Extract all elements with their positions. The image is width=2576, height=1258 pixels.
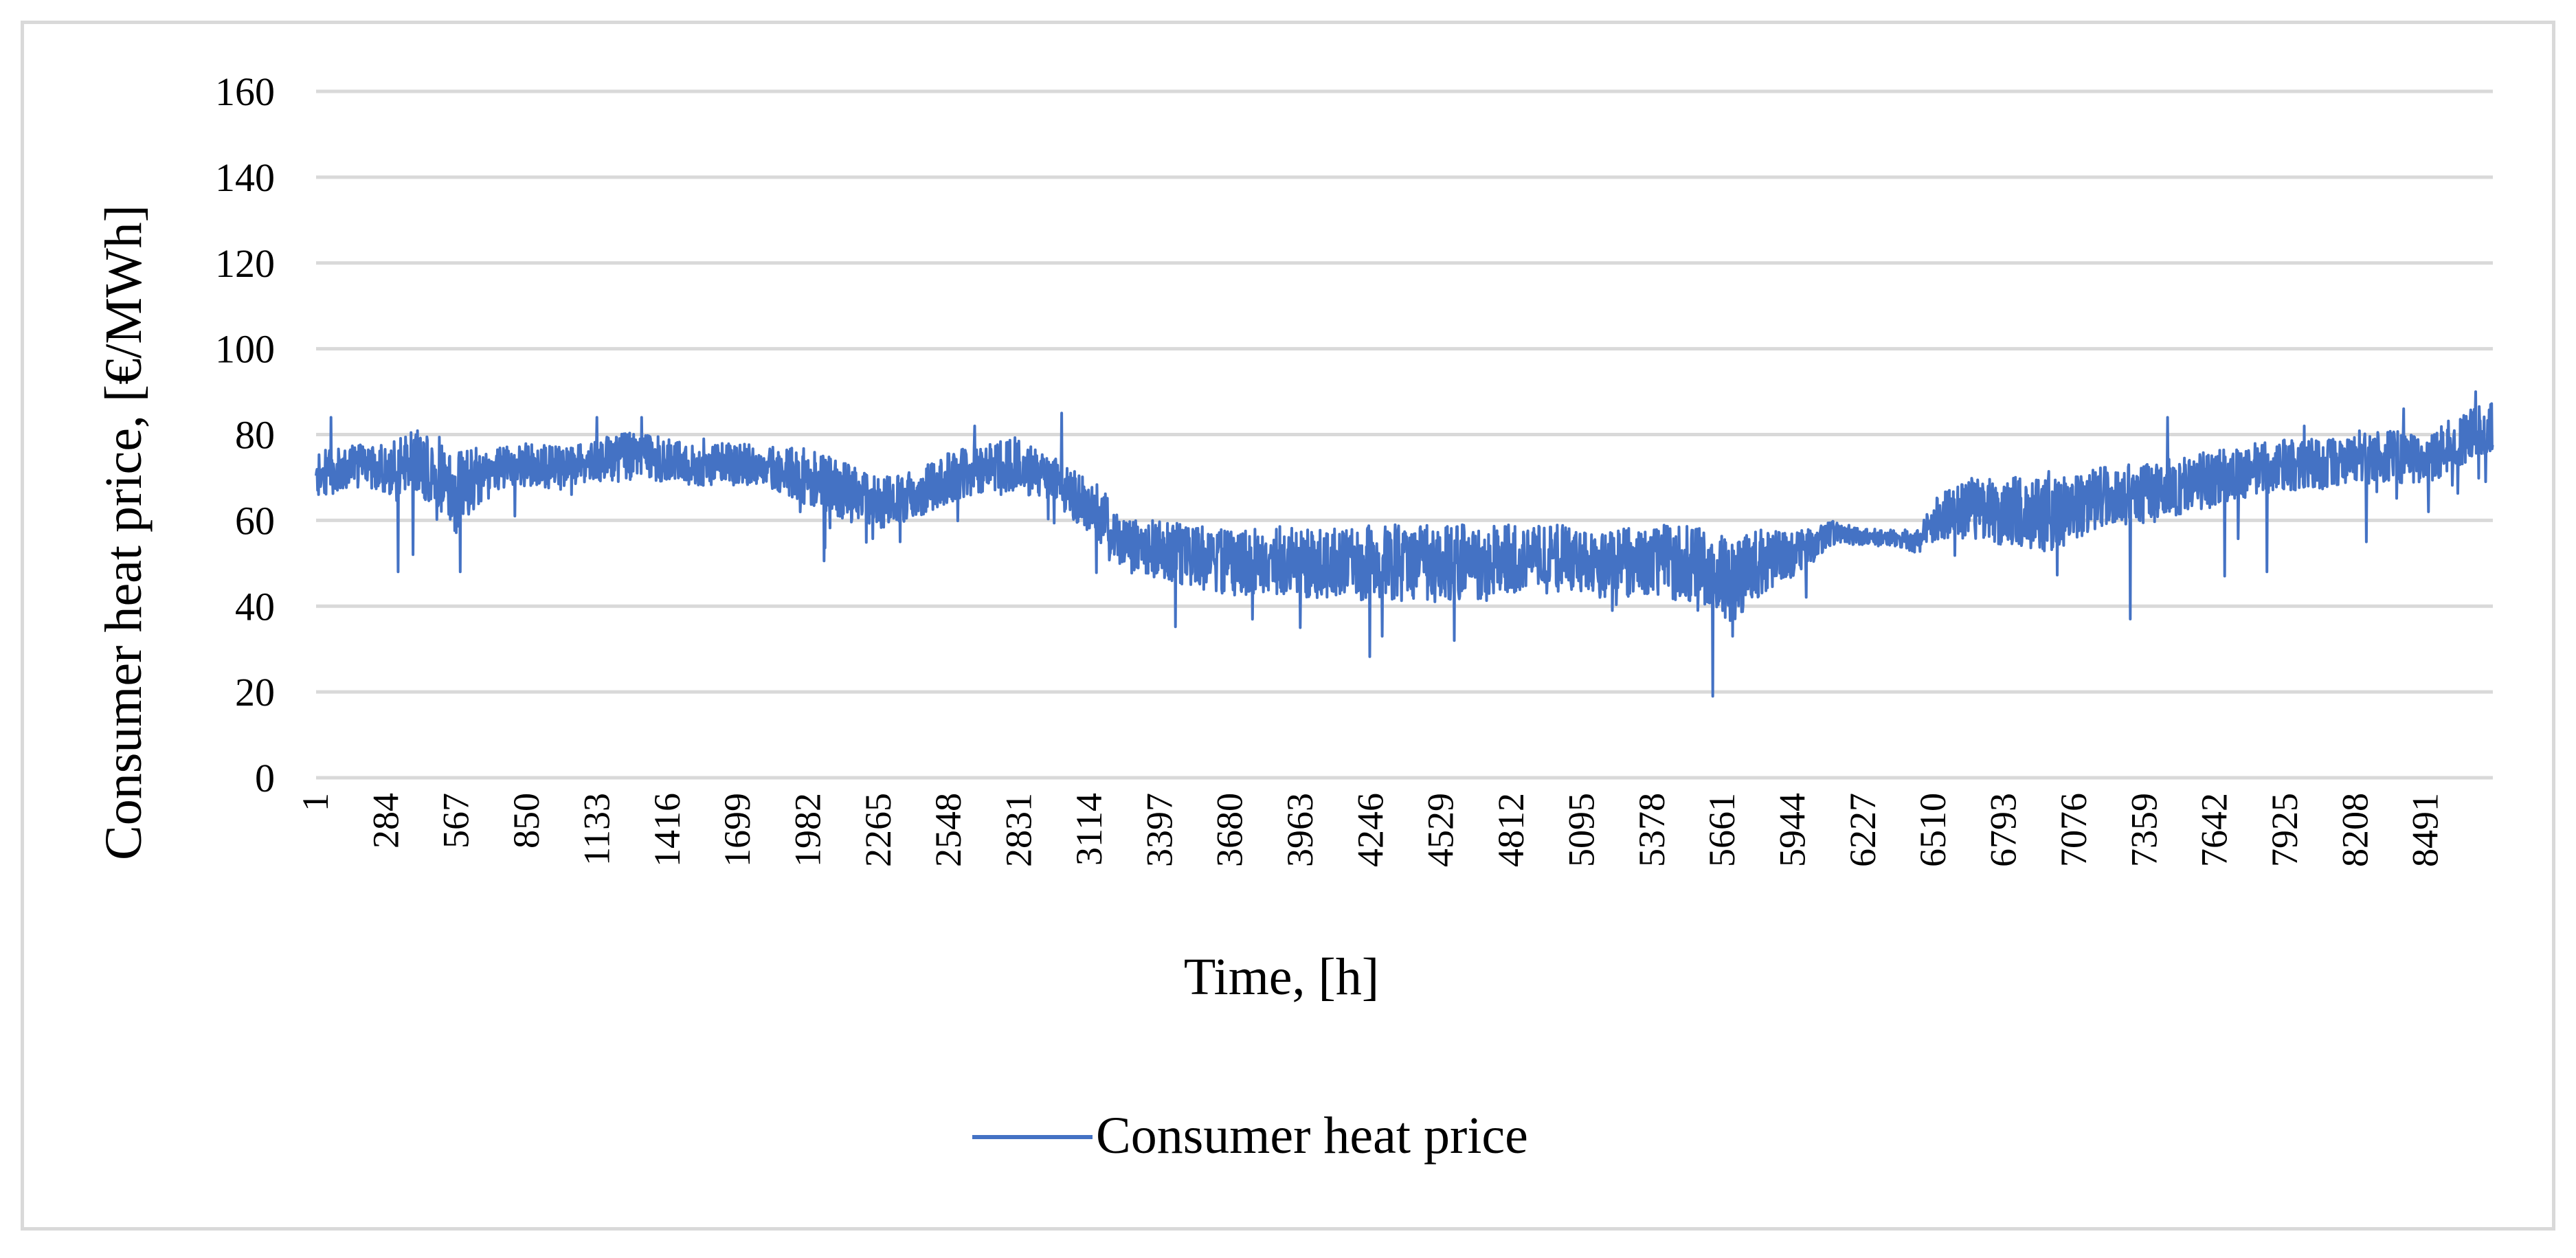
x-tick-label: 1416	[647, 793, 688, 867]
x-tick-label: 4812	[1490, 793, 1532, 867]
x-tick-label: 7076	[2053, 793, 2094, 867]
x-tick-label: 7642	[2194, 793, 2235, 867]
x-tick-label: 3963	[1279, 793, 1321, 867]
y-tick-label: 160	[215, 69, 275, 114]
x-tick-label: 1	[295, 793, 336, 811]
x-tick-label: 8208	[2334, 793, 2375, 867]
x-tick-label: 6227	[1842, 793, 1883, 867]
series-group	[315, 390, 2494, 698]
x-axis-title: Time, [h]	[1184, 948, 1379, 1006]
x-tick-label: 6793	[1983, 793, 2024, 867]
x-tick-label: 5095	[1560, 793, 1602, 867]
x-tick-label: 4529	[1420, 793, 1461, 867]
x-tick-label: 6510	[1912, 793, 1953, 867]
x-tick-label: 5944	[1771, 793, 1813, 867]
y-tick-label: 80	[235, 413, 275, 458]
series-line-consumer-heat-price	[315, 390, 2494, 698]
y-tick-label: 40	[235, 584, 275, 629]
x-tick-label: 5661	[1701, 793, 1743, 867]
x-tick-label: 2548	[928, 793, 969, 867]
x-tick-label: 8491	[2405, 793, 2446, 867]
x-tick-label: 1982	[787, 793, 828, 867]
y-tick-label: 140	[215, 155, 275, 200]
y-tick-label: 20	[235, 670, 275, 715]
y-tick-label: 0	[255, 756, 275, 800]
y-tick-label: 100	[215, 327, 275, 372]
y-axis-title: Consumer heat price, [€/MWh]	[95, 205, 153, 860]
x-tick-label: 5378	[1631, 793, 1672, 867]
x-tick-label: 7925	[2264, 793, 2305, 867]
x-tick-label: 4246	[1349, 793, 1391, 867]
x-tick-label: 567	[436, 793, 477, 849]
legend-label: Consumer heat price	[1096, 1107, 1528, 1165]
x-tick-label: 2265	[858, 793, 899, 867]
x-tick-label: 1133	[576, 793, 617, 866]
x-tick-label: 3397	[1139, 793, 1180, 867]
gridlines	[316, 89, 2493, 780]
x-tick-label: 2831	[998, 793, 1040, 867]
x-tick-label: 1699	[717, 793, 758, 867]
x-tick-label: 3680	[1209, 793, 1251, 867]
y-tick-label: 60	[235, 498, 275, 543]
y-axis-ticks: 0 20 40 60 80 100 120 140 160	[215, 69, 275, 800]
x-tick-label: 7359	[2123, 793, 2164, 867]
legend: Consumer heat price	[972, 1107, 1528, 1165]
y-tick-label: 120	[215, 241, 275, 286]
x-axis-ticks: 1 284 567 850 1133 1416 1699 1982 2265 2548 2831 31…	[295, 793, 2446, 867]
chart-frame	[21, 21, 2555, 1231]
x-tick-label: 3114	[1068, 793, 1110, 866]
x-tick-label: 284	[365, 793, 406, 849]
x-tick-label: 850	[506, 793, 547, 849]
